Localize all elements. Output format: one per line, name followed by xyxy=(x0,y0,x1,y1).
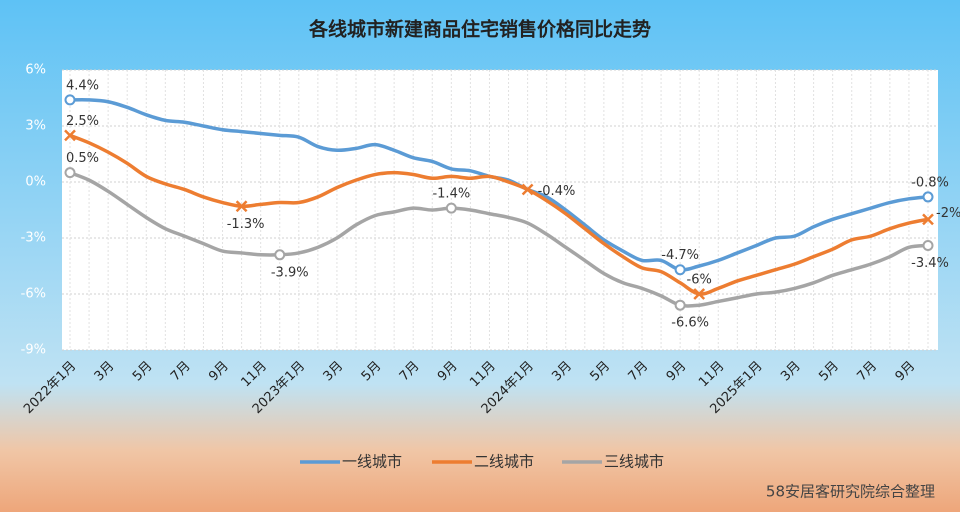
data-label: 2.5% xyxy=(66,114,99,129)
y-tick-label: 3% xyxy=(25,119,46,134)
series-line xyxy=(69,171,929,308)
point-marker xyxy=(922,239,934,251)
source-note: 58安居客研究院综合整理 xyxy=(766,483,935,501)
data-label: -1.4% xyxy=(432,187,470,202)
data-label: -3.9% xyxy=(271,265,309,280)
point-marker xyxy=(922,213,934,226)
data-label: -3.4% xyxy=(911,256,949,271)
data-label: 4.4% xyxy=(66,78,99,93)
data-label: -6.6% xyxy=(671,316,709,331)
point-marker xyxy=(64,129,76,142)
point-marker xyxy=(445,202,457,214)
data-label: -1.3% xyxy=(227,217,265,232)
point-marker xyxy=(235,200,248,213)
series-line xyxy=(69,133,929,296)
legend-label: 三线城市 xyxy=(604,453,664,471)
y-tick-label: 0% xyxy=(25,175,46,190)
chart-title: 各线城市新建商品住宅销售价格同比走势 xyxy=(308,18,651,41)
data-label: -0.4% xyxy=(538,184,576,199)
y-tick-label: 6% xyxy=(25,63,46,78)
point-marker xyxy=(922,191,934,203)
y-tick-label: -3% xyxy=(21,231,46,246)
point-marker xyxy=(274,249,286,261)
y-tick-label: -6% xyxy=(21,287,46,302)
data-label: -0.8% xyxy=(911,175,949,190)
data-label: -4.7% xyxy=(661,248,699,263)
point-marker xyxy=(64,94,76,106)
y-tick-label: -9% xyxy=(21,343,46,358)
point-marker xyxy=(693,288,706,300)
plot-area xyxy=(62,70,938,350)
data-label: -6% xyxy=(687,273,712,288)
point-marker xyxy=(674,299,686,311)
legend-label: 一线城市 xyxy=(342,453,402,471)
point-marker xyxy=(674,264,686,276)
data-label: 0.5% xyxy=(66,151,99,166)
legend-label: 二线城市 xyxy=(474,453,534,471)
point-marker xyxy=(64,167,76,179)
point-marker xyxy=(521,183,534,196)
data-label: -2% xyxy=(936,206,960,221)
